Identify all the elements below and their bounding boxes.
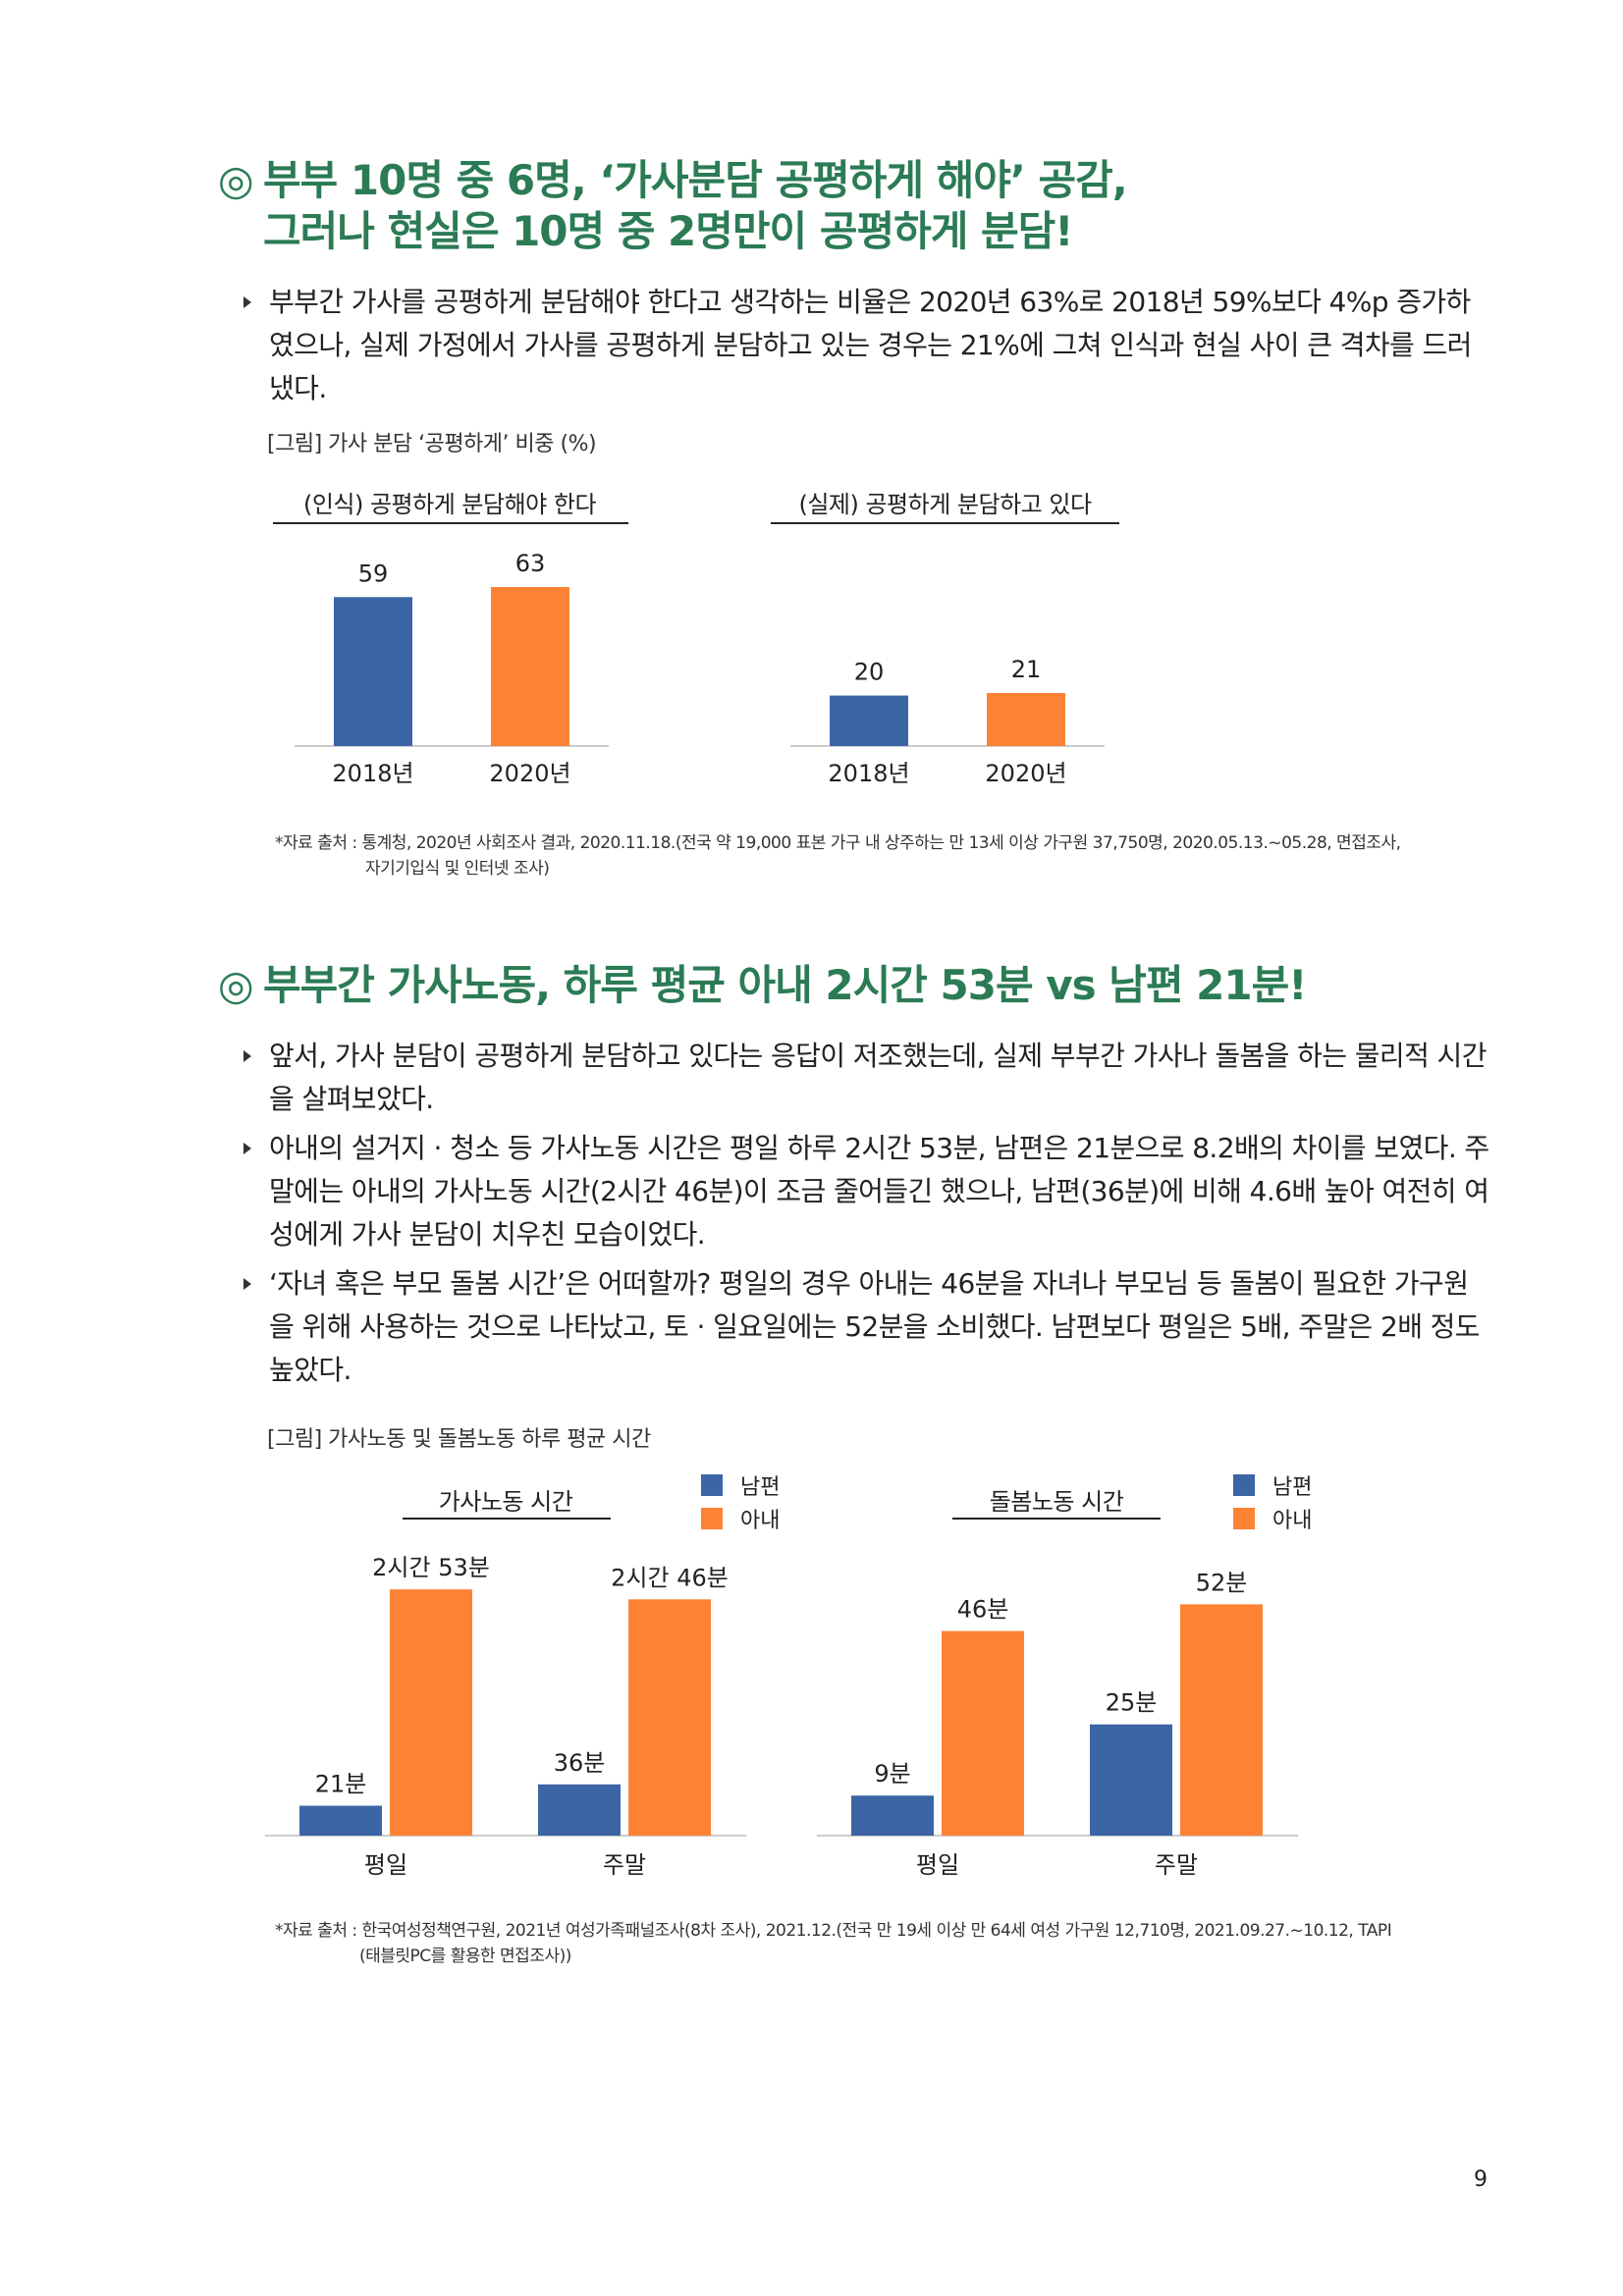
bar-wife [628, 1599, 711, 1836]
chart3-title-underline [403, 1518, 611, 1520]
figure2-caption: [그림] 가사노동 및 돌봄노동 하루 평균 시간 [267, 1427, 651, 1452]
source-note-1: *자료 출처 : 통계청, 2020년 사회조사 결과, 2020.11.18.… [275, 833, 1401, 879]
bar [987, 693, 1065, 746]
bar [334, 597, 412, 746]
x-tick-label: 2018년 [828, 760, 909, 787]
section2-bullets: 앞서, 가사 분담이 공평하게 분담하고 있다는 응답이 저조했는데, 실제 부… [243, 1035, 1490, 1394]
data-label: 36분 [554, 1749, 606, 1777]
bar-wife [1180, 1604, 1263, 1836]
data-label: 9분 [874, 1760, 910, 1788]
double-circle-icon: ◎ [218, 156, 254, 204]
bullet-item: 아내의 설거지 · 청소 등 가사노동 시간은 평일 하루 2시간 53분, 남… [243, 1127, 1490, 1256]
x-tick-label: 주말 [603, 1851, 646, 1879]
section1-bullets: 부부간 가사를 공평하게 분담해야 한다고 생각하는 비율은 2020년 63%… [243, 281, 1490, 412]
chart2-title-underline [771, 522, 1119, 524]
double-circle-icon: ◎ [218, 961, 254, 1009]
chart3-legend: 남편 아내 [701, 1468, 780, 1535]
legend-item-wife: 아내 [1233, 1502, 1312, 1535]
page-number: 9 [1474, 2167, 1488, 2192]
x-tick-label: 평일 [916, 1851, 959, 1879]
bar-husband [538, 1784, 621, 1836]
bullet-item: 부부간 가사를 공평하게 분담해야 한다고 생각하는 비율은 2020년 63%… [243, 281, 1490, 410]
bullet-icon [243, 296, 251, 308]
bullet-item: ‘자녀 혹은 부모 돌봄 시간’은 어떠할까? 평일의 경우 아내는 46분을 … [243, 1262, 1490, 1392]
bar-husband [851, 1795, 934, 1836]
section1-heading: ◎ 부부 10명 중 6명, ‘가사분담 공평하게 해야’ 공감, 그러나 현실은… [218, 155, 1128, 257]
data-label: 63 [515, 550, 546, 577]
x-tick-label: 2020년 [985, 760, 1066, 787]
chart1-title: (인식) 공평하게 분담해야 한다 [302, 491, 597, 518]
bar [830, 695, 908, 746]
data-label: 52분 [1196, 1569, 1248, 1596]
legend-item-wife: 아내 [701, 1502, 780, 1535]
section2-title: 부부간 가사노동, 하루 평균 아내 2시간 53분 vs 남편 21분! [263, 961, 1307, 1009]
chart4-title-underline [952, 1518, 1161, 1520]
x-tick-label: 주말 [1155, 1851, 1198, 1879]
legend-item-husband: 남편 [701, 1468, 780, 1502]
chart3-title: 가사노동 시간 [438, 1488, 573, 1516]
bar-husband [299, 1805, 382, 1836]
chart4-title: 돌봄노동 시간 [989, 1488, 1124, 1516]
chart2-title: (실제) 공평하게 분담하고 있다 [798, 491, 1092, 518]
data-label: 21분 [315, 1771, 367, 1798]
chart1-svg: 59 2018년 63 2020년 [295, 550, 609, 787]
legend-swatch [1233, 1508, 1255, 1529]
legend-swatch [701, 1474, 723, 1496]
x-tick-label: 2018년 [332, 760, 413, 787]
bullet-icon [243, 1278, 251, 1290]
data-label: 25분 [1106, 1689, 1158, 1717]
legend-item-husband: 남편 [1233, 1468, 1312, 1502]
x-tick-label: 2020년 [489, 760, 570, 787]
bar-wife [390, 1589, 472, 1836]
bar [491, 587, 569, 746]
figure1-caption: [그림] 가사 분담 ‘공평하게’ 비중 (%) [267, 432, 597, 456]
source-note-2: *자료 출처 : 한국여성정책연구원, 2021년 여성가족패널조사(8차 조사… [275, 1921, 1392, 1966]
data-label: 2시간 46분 [611, 1564, 729, 1591]
data-label: 2시간 53분 [372, 1554, 490, 1581]
section2-heading: ◎ 부부간 가사노동, 하루 평균 아내 2시간 53분 vs 남편 21분! [218, 960, 1307, 1011]
legend-swatch [1233, 1474, 1255, 1496]
data-label: 21 [1011, 656, 1042, 683]
legend-swatch [701, 1508, 723, 1529]
bullet-icon [243, 1143, 251, 1154]
data-label: 20 [854, 659, 885, 686]
bar-husband [1090, 1724, 1172, 1836]
bullet-item: 앞서, 가사 분담이 공평하게 분담하고 있다는 응답이 저조했는데, 실제 부… [243, 1035, 1490, 1121]
chart4-legend: 남편 아내 [1233, 1468, 1312, 1535]
chart2-svg: 20 2018년 21 2020년 [790, 656, 1105, 787]
data-label: 59 [358, 560, 389, 587]
bar-wife [942, 1630, 1024, 1836]
section1-title-line1: 부부 10명 중 6명, ‘가사분담 공평하게 해야’ 공감, [263, 156, 1128, 204]
section1-title-line2: 그러나 현실은 10명 중 2명만이 공평하게 분담! [263, 207, 1073, 255]
chart1-title-underline [273, 522, 628, 524]
x-tick-label: 평일 [364, 1851, 407, 1879]
data-label: 46분 [957, 1596, 1009, 1624]
bullet-icon [243, 1050, 251, 1062]
